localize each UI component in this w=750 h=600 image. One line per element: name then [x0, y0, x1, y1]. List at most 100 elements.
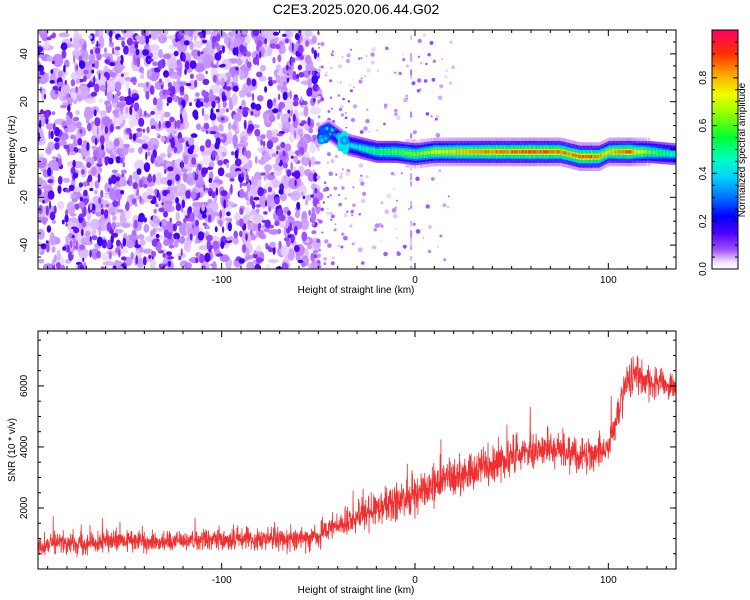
signal-track-cell	[512, 150, 514, 154]
signal-track-cell	[558, 150, 561, 154]
signal-blob-core	[330, 128, 334, 132]
noise-speckle	[410, 69, 413, 76]
noise-speckle	[73, 54, 76, 64]
noise-speckle	[200, 51, 204, 55]
noise-speckle	[446, 205, 450, 209]
noise-speckle	[96, 52, 102, 61]
signal-track-cell	[465, 150, 468, 154]
noise-speckle	[54, 142, 60, 150]
noise-speckle	[96, 236, 103, 247]
noise-speckle	[264, 219, 271, 229]
noise-speckle	[140, 111, 143, 117]
noise-speckle	[129, 132, 133, 140]
noise-speckle	[53, 122, 56, 133]
noise-speckle	[405, 94, 409, 98]
noise-speckle	[360, 181, 365, 186]
noise-speckle	[293, 94, 298, 99]
noise-speckle	[151, 238, 158, 247]
signal-track-cell	[362, 146, 364, 151]
noise-speckle	[312, 250, 319, 254]
signal-track-cell	[413, 152, 416, 156]
noise-speckle	[147, 151, 151, 157]
noise-speckle	[222, 100, 227, 108]
noise-speckle	[106, 91, 113, 102]
noise-speckle	[265, 242, 269, 250]
noise-speckle	[82, 257, 85, 262]
noise-speckle	[129, 106, 133, 116]
noise-speckle	[327, 243, 332, 248]
noise-speckle	[445, 69, 448, 72]
signal-track-cell	[587, 155, 590, 159]
noise-speckle	[196, 63, 199, 71]
signal-track-cell	[667, 151, 670, 156]
noise-speckle	[83, 226, 95, 233]
noise-speckle	[361, 261, 365, 265]
noise-speckle	[111, 97, 118, 104]
signal-track-cell	[509, 150, 512, 154]
signal-track-cell	[650, 150, 652, 154]
noise-speckle	[340, 173, 343, 175]
noise-speckle	[91, 209, 96, 215]
signal-track-cell	[419, 152, 421, 156]
noise-speckle	[360, 77, 363, 80]
noise-speckle	[312, 97, 316, 103]
noise-speckle	[78, 244, 86, 251]
noise-speckle	[182, 53, 186, 63]
noise-speckle	[380, 239, 383, 242]
noise-speckle	[308, 70, 311, 75]
noise-speckle	[254, 177, 258, 186]
noise-speckle	[216, 253, 224, 257]
noise-speckle	[430, 115, 433, 118]
signal-track-cell	[448, 150, 450, 154]
noise-speckle	[166, 35, 176, 40]
noise-speckle	[219, 50, 223, 55]
noise-speckle	[410, 76, 413, 79]
noise-speckle	[373, 228, 378, 232]
noise-speckle	[423, 79, 428, 83]
noise-speckle	[107, 188, 110, 192]
noise-speckle	[83, 69, 89, 75]
signal-track-cell	[426, 151, 428, 155]
noise-speckle	[46, 225, 52, 233]
noise-speckle	[191, 157, 197, 165]
noise-speckle	[355, 240, 358, 243]
noise-speckle	[137, 218, 141, 222]
noise-speckle	[393, 188, 396, 191]
signal-track-cell	[361, 146, 363, 150]
signal-track-cell	[456, 150, 458, 154]
noise-speckle	[239, 105, 242, 110]
signal-track-cell	[495, 150, 498, 154]
noise-speckle	[42, 36, 48, 42]
noise-speckle	[94, 189, 98, 195]
colorbar-ticks: 0.0 0.2 0.4 0.6 0.8	[698, 41, 738, 276]
noise-speckle	[195, 92, 200, 97]
noise-speckle	[75, 77, 80, 85]
noise-speckle	[342, 97, 345, 101]
signal-track-cell	[635, 150, 637, 154]
signal-track-cell	[524, 150, 527, 154]
signal-track-cell	[497, 150, 499, 154]
noise-speckle	[245, 233, 248, 241]
spectrogram-signal-track	[317, 119, 676, 171]
noise-speckle	[155, 219, 161, 224]
noise-speckle	[161, 202, 164, 206]
noise-speckle	[267, 76, 273, 81]
signal-track-cell	[610, 150, 613, 154]
noise-speckle	[212, 74, 217, 83]
noise-speckle	[113, 113, 120, 118]
signal-track-cell	[523, 150, 526, 154]
noise-speckle	[86, 142, 90, 151]
signal-track-cell	[606, 151, 608, 155]
noise-speckle	[69, 151, 77, 156]
signal-track-cell	[665, 151, 667, 155]
noise-speckle	[380, 201, 384, 205]
noise-speckle	[79, 196, 83, 202]
noise-speckle	[75, 110, 80, 115]
noise-speckle	[66, 201, 76, 215]
noise-speckle	[109, 187, 120, 201]
noise-speckle	[435, 132, 441, 138]
noise-speckle	[226, 201, 235, 206]
noise-speckle	[231, 151, 235, 156]
signal-track-cell	[369, 148, 371, 152]
noise-speckle	[289, 42, 293, 46]
